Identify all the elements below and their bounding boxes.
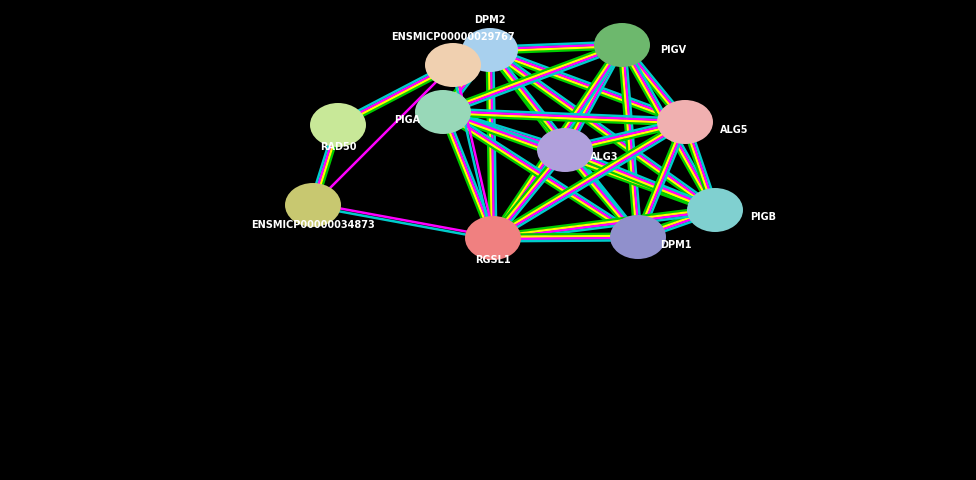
Text: PIGB: PIGB	[750, 212, 776, 222]
Text: ENSMICP00000034873: ENSMICP00000034873	[251, 220, 375, 230]
Ellipse shape	[465, 216, 521, 260]
Text: ALG5: ALG5	[720, 125, 749, 135]
Ellipse shape	[537, 128, 593, 172]
Ellipse shape	[285, 183, 341, 227]
Ellipse shape	[657, 100, 713, 144]
Ellipse shape	[415, 90, 471, 134]
Ellipse shape	[610, 215, 666, 259]
Text: RAD50: RAD50	[320, 142, 356, 152]
Ellipse shape	[425, 43, 481, 87]
Text: PIGA: PIGA	[394, 115, 420, 125]
Text: DPM2: DPM2	[474, 15, 506, 25]
Text: ENSMICP00000029767: ENSMICP00000029767	[391, 32, 514, 42]
Text: DPM1: DPM1	[660, 240, 692, 250]
Ellipse shape	[462, 28, 518, 72]
Ellipse shape	[687, 188, 743, 232]
Text: PIGV: PIGV	[660, 45, 686, 55]
Ellipse shape	[594, 23, 650, 67]
Ellipse shape	[310, 103, 366, 147]
Text: RGSL1: RGSL1	[475, 255, 510, 265]
Text: ALG3: ALG3	[590, 152, 619, 162]
